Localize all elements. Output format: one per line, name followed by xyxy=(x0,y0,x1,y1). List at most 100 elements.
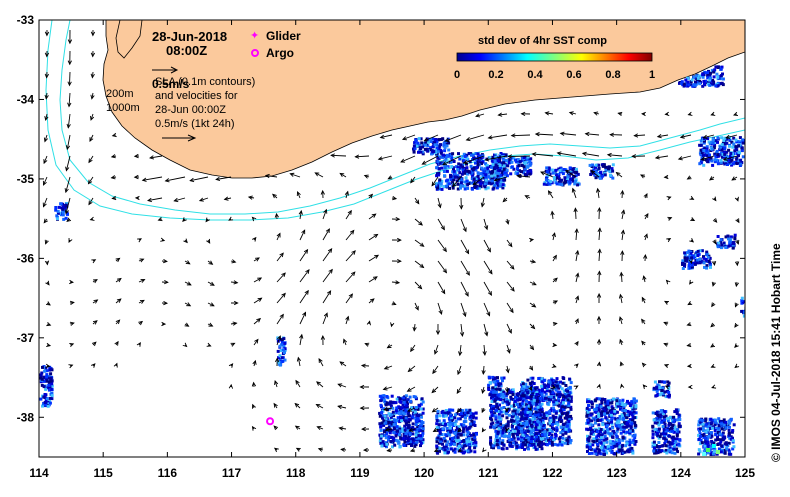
sst-pixel xyxy=(516,445,519,448)
sst-pixel xyxy=(552,382,555,385)
sst-pixel xyxy=(41,366,44,369)
sst-pixel xyxy=(562,395,565,398)
sst-pixel xyxy=(443,437,446,440)
sst-pixel xyxy=(626,422,629,425)
sst-pixel xyxy=(440,182,443,185)
sst-pixel xyxy=(600,433,603,436)
sst-pixel xyxy=(55,214,58,217)
sst-pixel xyxy=(576,183,579,186)
sst-pixel xyxy=(556,182,559,185)
sst-pixel xyxy=(717,162,720,165)
sst-pixel xyxy=(544,397,547,400)
sst-pixel xyxy=(446,427,449,430)
sst-pixel xyxy=(626,450,629,453)
sst-pixel xyxy=(746,302,749,305)
velocity-arrow xyxy=(536,134,553,135)
velocity-arrow xyxy=(484,282,491,295)
sst-pixel xyxy=(462,433,465,436)
sst-pixel xyxy=(569,181,572,184)
sst-pixel xyxy=(465,176,468,179)
sst-pixel xyxy=(703,83,706,86)
sst-pixel xyxy=(690,256,693,259)
sst-pixel xyxy=(590,432,593,435)
sst-pixel xyxy=(522,382,525,385)
sst-pixel xyxy=(537,406,540,409)
sst-pixel xyxy=(652,433,655,436)
sst-pixel xyxy=(512,442,515,445)
sst-pixel xyxy=(516,403,519,406)
sst-pixel xyxy=(405,404,408,407)
sst-pixel xyxy=(567,420,570,423)
velocity-arrow xyxy=(69,72,70,85)
sst-pixel xyxy=(559,169,562,172)
sst-pixel xyxy=(535,393,538,396)
velocity-arrow xyxy=(346,251,355,261)
sst-pixel xyxy=(499,183,502,186)
sst-pixel xyxy=(526,430,529,433)
sst-pixel xyxy=(746,304,749,307)
sst-pixel xyxy=(488,393,491,396)
sst-pixel xyxy=(444,449,447,452)
sst-pixel xyxy=(514,396,517,399)
sst-pixel xyxy=(520,430,523,433)
sst-pixel xyxy=(676,434,679,437)
sst-pixel xyxy=(728,145,731,148)
sst-pixel xyxy=(56,217,59,220)
sst-pixel xyxy=(420,141,423,144)
sst-pixel xyxy=(495,435,498,438)
sst-pixel xyxy=(697,423,700,426)
sst-pixel xyxy=(560,179,563,182)
sst-pixel xyxy=(446,170,449,173)
sst-pixel xyxy=(475,166,478,169)
sst-pixel xyxy=(505,412,508,415)
sst-pixel xyxy=(674,452,677,455)
sst-pixel xyxy=(543,379,546,382)
sst-pixel xyxy=(561,412,564,415)
sst-pixel xyxy=(527,447,530,450)
sst-pixel xyxy=(654,421,657,424)
sst-pixel xyxy=(281,338,284,341)
sst-pixel xyxy=(652,411,655,414)
sst-pixel xyxy=(671,424,674,427)
velocity-arrow xyxy=(323,291,331,303)
sst-pixel xyxy=(469,423,472,426)
sst-pixel xyxy=(748,309,751,312)
velocity-arrowhead xyxy=(689,196,693,199)
sst-pixel xyxy=(653,418,656,421)
sst-pixel xyxy=(456,168,459,171)
sst-pixel xyxy=(554,433,557,436)
sst-pixel xyxy=(618,424,621,427)
sst-pixel xyxy=(409,396,412,399)
sst-pixel xyxy=(597,413,600,416)
sst-pixel xyxy=(603,453,606,456)
sst-pixel xyxy=(651,425,654,428)
sst-pixel xyxy=(521,434,524,437)
sst-pixel xyxy=(432,150,435,153)
sst-pixel xyxy=(415,406,418,409)
sst-pixel xyxy=(43,370,46,373)
sst-pixel xyxy=(716,438,719,441)
sst-pixel xyxy=(700,144,703,147)
sst-pixel xyxy=(490,423,493,426)
sst-pixel xyxy=(654,381,657,384)
sst-pixel xyxy=(570,408,573,411)
sst-pixel xyxy=(526,391,529,394)
sst-pixel xyxy=(554,416,557,419)
sst-pixel xyxy=(437,410,440,413)
sst-pixel xyxy=(620,432,623,435)
sst-pixel xyxy=(407,439,410,442)
sst-pixel xyxy=(520,170,523,173)
sst-pixel xyxy=(436,440,439,443)
sst-pixel xyxy=(709,418,712,421)
sst-pixel xyxy=(610,401,613,404)
sst-pixel xyxy=(587,400,590,403)
sst-pixel xyxy=(694,263,697,266)
sst-pixel xyxy=(500,411,503,414)
sst-pixel xyxy=(596,419,599,422)
sst-pixel xyxy=(564,384,567,387)
sst-pixel xyxy=(750,299,753,302)
sst-pixel xyxy=(437,150,440,153)
sst-pixel xyxy=(500,407,503,410)
sst-pixel xyxy=(740,310,743,313)
sst-pixel xyxy=(668,435,671,438)
